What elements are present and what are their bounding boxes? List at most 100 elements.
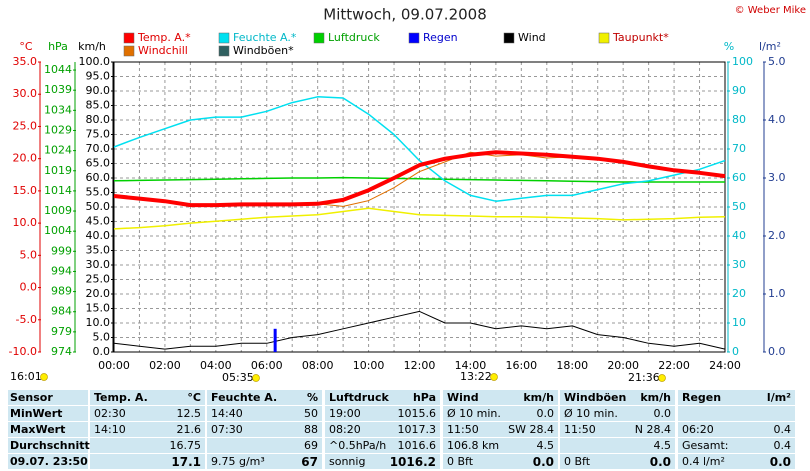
table-cell: 88 bbox=[304, 423, 318, 436]
y-tick-label: -10.0 bbox=[9, 345, 37, 358]
x-tick-label: 00:00 bbox=[98, 359, 130, 372]
y-tick-label: 994 bbox=[51, 264, 72, 277]
cell-bg bbox=[560, 390, 675, 405]
cell-bg bbox=[443, 454, 558, 469]
legend-swatch bbox=[123, 32, 135, 44]
y-tick-label: 999 bbox=[51, 244, 72, 257]
y-tick-label: 5.0 bbox=[20, 248, 38, 261]
x-tick-label: 02:00 bbox=[149, 359, 181, 372]
table-cell: sonnig bbox=[329, 455, 366, 468]
cell-bg bbox=[443, 390, 558, 405]
table-cell: 0.0 bbox=[769, 455, 791, 469]
legend-label: Taupunkt* bbox=[612, 31, 669, 44]
table-cell: SW 28.4 bbox=[508, 423, 554, 436]
table-cell: 50 bbox=[304, 407, 318, 420]
table-cell: km/h bbox=[640, 391, 671, 404]
y-tick-label: 60.0 bbox=[86, 171, 111, 184]
y-tick-label: 50 bbox=[732, 200, 746, 213]
table-cell: MinWert bbox=[10, 407, 63, 420]
table-cell: 106.8 km bbox=[447, 439, 500, 452]
y-tick-label: 10 bbox=[732, 316, 746, 329]
table-cell: 0.4 bbox=[773, 423, 792, 436]
cell-bg bbox=[207, 390, 322, 405]
y-tick-label: 20 bbox=[732, 287, 746, 300]
table-cell: Ø 10 min. bbox=[447, 407, 501, 420]
y-tick-label: 55.0 bbox=[86, 186, 111, 199]
cell-bg bbox=[443, 438, 558, 453]
x-tick-label: 16:00 bbox=[505, 359, 537, 372]
table-cell: ^0.5hPa/h bbox=[329, 439, 387, 452]
y-tick-label: 35.0 bbox=[86, 244, 111, 257]
table-cell: Gesamt: bbox=[682, 439, 729, 452]
cell-bg bbox=[443, 406, 558, 421]
y-tick-label: 20.0 bbox=[13, 152, 38, 165]
plot-frame bbox=[113, 61, 726, 353]
y-tick-label: 20.0 bbox=[86, 287, 111, 300]
cell-bg bbox=[90, 406, 205, 421]
y-tick-label: 90.0 bbox=[86, 84, 111, 97]
y-tick-label: 974 bbox=[51, 345, 72, 358]
x-tick-label: 06:00 bbox=[251, 359, 283, 372]
y-tick-label: 0.0 bbox=[93, 345, 111, 358]
table-cell: Durchschnitt bbox=[10, 439, 90, 452]
time-marker: 13:22 bbox=[460, 370, 492, 383]
cell-bg bbox=[325, 454, 440, 469]
table-cell: 0.4 bbox=[773, 439, 792, 452]
table-cell: Luftdruck bbox=[329, 391, 389, 404]
sun-icon bbox=[490, 373, 498, 381]
y-tick-label: 1004 bbox=[44, 224, 72, 237]
legend-label: Feuchte A.* bbox=[233, 31, 297, 44]
y-tick-label: 3.0 bbox=[768, 171, 786, 184]
table-cell: Feuchte A. bbox=[211, 391, 278, 404]
table-cell: 1016.6 bbox=[397, 439, 437, 452]
x-tick-label: 24:00 bbox=[709, 359, 741, 372]
legend-label: Windchill bbox=[138, 44, 188, 57]
y-tick-label: 70 bbox=[732, 142, 746, 155]
table-cell: 0.0 bbox=[532, 455, 554, 469]
y-tick-label: 45.0 bbox=[86, 215, 111, 228]
axis-label: l/m² bbox=[759, 40, 781, 53]
cell-bg bbox=[207, 454, 322, 469]
table-cell: 67 bbox=[301, 455, 318, 469]
cell-bg bbox=[678, 454, 795, 469]
y-tick-label: 85.0 bbox=[86, 99, 111, 112]
x-tick-label: 08:00 bbox=[302, 359, 334, 372]
table-cell: Sensor bbox=[10, 391, 53, 404]
sun-icon bbox=[658, 374, 666, 382]
legend-swatch bbox=[408, 32, 420, 44]
table-cell: 14:40 bbox=[211, 407, 243, 420]
table-cell: 0.0 bbox=[536, 407, 555, 420]
y-tick-label: 80 bbox=[732, 113, 746, 126]
legend-label: Temp. A.* bbox=[137, 31, 191, 44]
y-tick-label: 10.0 bbox=[86, 316, 111, 329]
y-tick-label: 90 bbox=[732, 84, 746, 97]
y-tick-label: 2.0 bbox=[768, 229, 786, 242]
cell-bg bbox=[8, 454, 88, 469]
table-cell: N 28.4 bbox=[634, 423, 671, 436]
x-tick-label: 10:00 bbox=[353, 359, 385, 372]
cell-bg bbox=[678, 406, 795, 421]
table-cell: % bbox=[306, 391, 318, 404]
table-cell: 0 Bft bbox=[447, 455, 474, 468]
legend-label: Windböen* bbox=[233, 44, 294, 57]
cell-bg bbox=[325, 406, 440, 421]
table-cell: 09.07. 23:50 bbox=[10, 455, 88, 468]
y-tick-label: 1009 bbox=[44, 204, 72, 217]
y-tick-label: 10.0 bbox=[13, 216, 38, 229]
time-marker: 16:01 bbox=[10, 370, 42, 383]
cell-bg bbox=[90, 422, 205, 437]
y-tick-label: 65.0 bbox=[86, 157, 111, 170]
table-cell: 12.5 bbox=[176, 407, 202, 420]
x-tick-label: 14:00 bbox=[455, 359, 487, 372]
cell-bg bbox=[678, 390, 795, 405]
legend-label: Regen bbox=[423, 31, 458, 44]
rain-bar bbox=[273, 328, 277, 352]
credit: © Weber Mike bbox=[735, 5, 806, 16]
cell-bg bbox=[90, 454, 205, 469]
y-tick-label: 40.0 bbox=[86, 229, 111, 242]
cell-bg bbox=[560, 422, 675, 437]
cell-bg bbox=[443, 422, 558, 437]
cell-bg bbox=[207, 438, 322, 453]
table-cell: Windböen bbox=[564, 391, 627, 404]
axis-label: hPa bbox=[48, 40, 68, 53]
